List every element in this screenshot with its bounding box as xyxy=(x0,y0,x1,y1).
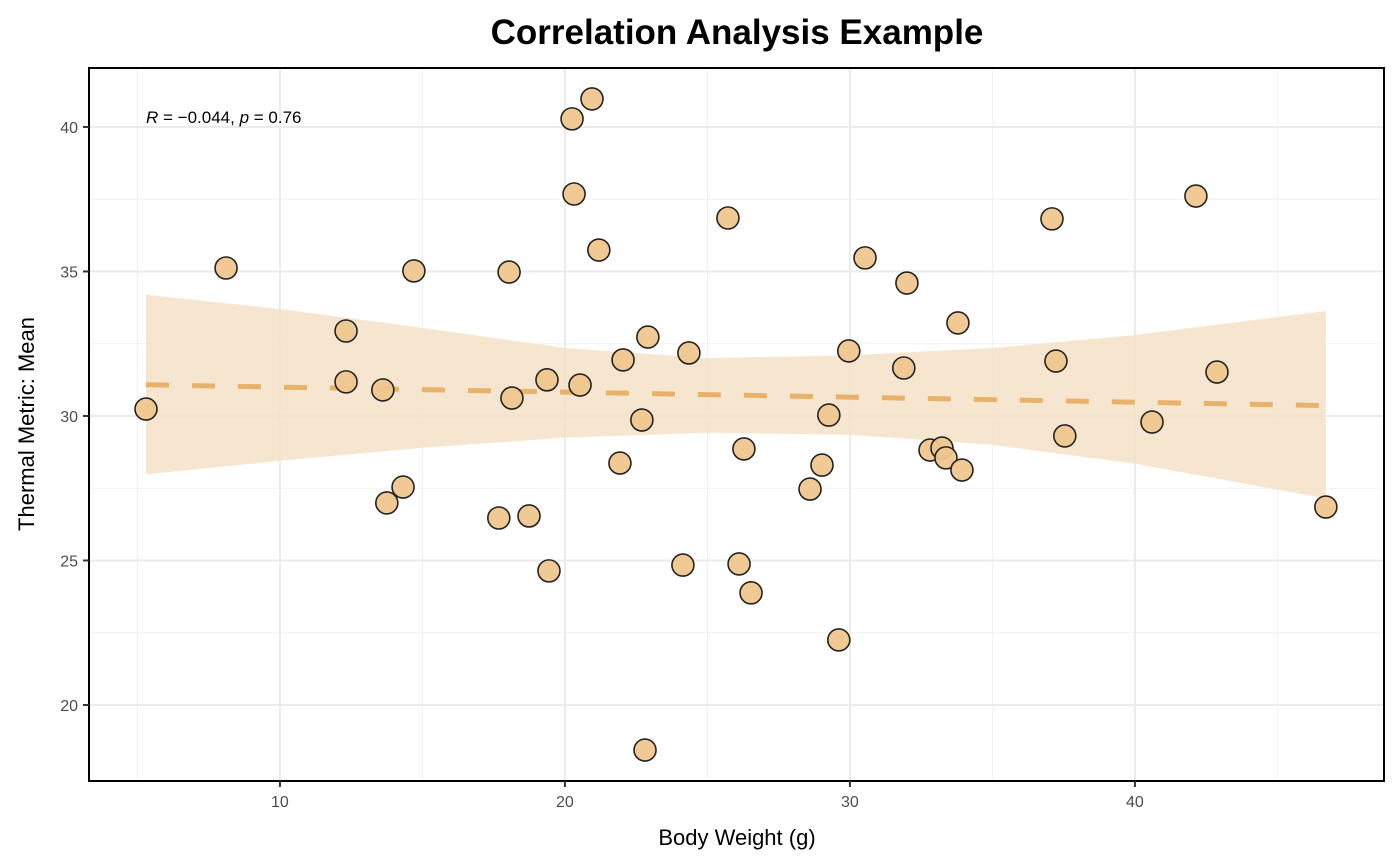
data-point xyxy=(1040,207,1064,231)
x-tick-label: 10 xyxy=(271,794,289,811)
confidence-band xyxy=(145,294,1326,499)
data-point xyxy=(134,397,158,421)
data-point xyxy=(934,446,958,470)
data-point xyxy=(371,378,395,402)
chart-title: Correlation Analysis Example xyxy=(491,13,984,52)
data-point xyxy=(560,107,584,131)
data-point xyxy=(487,506,511,530)
data-point xyxy=(630,408,654,432)
data-point xyxy=(537,559,561,583)
data-point xyxy=(946,311,970,335)
p-value: 0.76 xyxy=(268,108,301,127)
r-equals: = xyxy=(158,108,177,127)
data-point xyxy=(798,477,822,501)
y-tick-label: 35 xyxy=(60,264,78,281)
x-axis-title: Body Weight (g) xyxy=(658,825,815,850)
data-point xyxy=(1205,360,1229,384)
x-tick-label: 20 xyxy=(556,794,574,811)
p-equals: = xyxy=(249,108,268,127)
y-tick-label: 30 xyxy=(60,409,78,426)
data-point xyxy=(568,373,592,397)
data-point xyxy=(950,458,974,482)
data-point xyxy=(739,581,763,605)
data-point xyxy=(636,325,660,349)
x-tick-label: 30 xyxy=(841,794,859,811)
x-axis-ticks: 10 20 30 40 xyxy=(271,781,1144,811)
data-point xyxy=(535,368,559,392)
data-point xyxy=(836,339,861,363)
data-point xyxy=(1314,495,1338,519)
data-point xyxy=(810,453,834,477)
data-point xyxy=(633,738,657,762)
r-value: −0.044 xyxy=(178,108,230,127)
correlation-annotation: R = −0.044, p = 0.76 xyxy=(146,108,302,127)
data-point xyxy=(895,271,919,295)
y-tick-label: 25 xyxy=(60,553,78,570)
data-point xyxy=(677,341,701,365)
data-point xyxy=(497,260,521,284)
y-axis-title: Thermal Metric: Mean xyxy=(14,317,39,531)
data-point xyxy=(391,475,415,499)
data-point xyxy=(1140,410,1164,434)
data-point xyxy=(580,87,604,111)
data-point xyxy=(214,256,238,280)
data-point xyxy=(334,319,358,343)
data-point xyxy=(611,348,635,372)
annotation-separator: , xyxy=(230,108,239,127)
p-symbol: p xyxy=(239,108,249,127)
data-point xyxy=(827,628,851,652)
y-axis-ticks: 20 25 30 35 40 xyxy=(60,120,89,715)
data-point xyxy=(608,451,632,475)
data-point xyxy=(517,504,541,528)
r-symbol: R xyxy=(146,108,158,127)
y-tick-label: 20 xyxy=(60,698,78,715)
data-point xyxy=(562,182,586,206)
y-tick-label: 40 xyxy=(60,120,78,137)
data-point xyxy=(817,403,841,427)
data-point xyxy=(732,437,756,461)
panel-border xyxy=(88,67,1385,782)
confidence-band-layer xyxy=(145,294,1326,499)
data-point xyxy=(727,552,751,576)
data-point xyxy=(334,370,358,394)
data-point xyxy=(671,553,695,577)
data-point xyxy=(891,356,916,380)
data-point xyxy=(1184,184,1208,208)
data-point xyxy=(402,259,426,283)
data-point xyxy=(587,238,611,262)
data-point xyxy=(853,246,877,270)
data-point xyxy=(500,386,524,410)
data-point xyxy=(1053,424,1077,448)
points-layer xyxy=(134,87,1338,762)
data-point xyxy=(1044,349,1068,373)
data-point xyxy=(375,491,399,515)
data-point xyxy=(716,206,740,230)
x-tick-label: 40 xyxy=(1126,794,1144,811)
